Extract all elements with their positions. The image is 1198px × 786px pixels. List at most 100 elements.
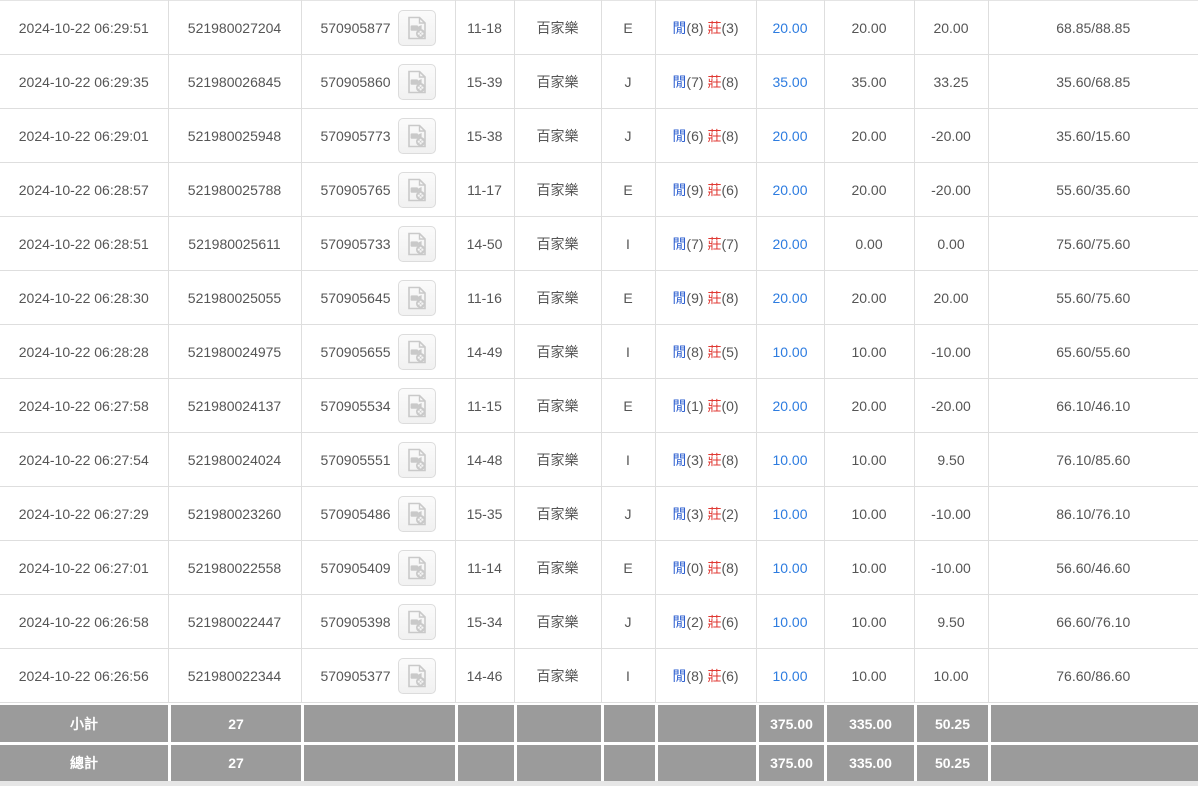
game-name-cell: 百家樂 — [513, 594, 602, 649]
bet-row: 2024-10-22 06:29:51 521980027204 5709058… — [0, 0, 1198, 55]
game-name-cell: 百家樂 — [513, 108, 602, 163]
video-replay-button[interactable] — [397, 63, 436, 100]
video-replay-button[interactable] — [397, 279, 436, 316]
round-cell: 11-16 — [454, 270, 515, 325]
result-cell: 閒(2) 莊(6) — [654, 594, 757, 649]
player-score: (8) — [686, 667, 704, 684]
winloss-cell: 0.00 — [913, 216, 989, 271]
round-cell: 14-48 — [454, 432, 515, 487]
bet-amount-link[interactable]: 10.00 — [772, 559, 808, 576]
player-result-label: 閒 — [672, 343, 687, 360]
video-replay-button[interactable] — [397, 333, 436, 370]
game-number-cell: 570905655 — [300, 324, 456, 379]
valid-bet-cell: 10.00 — [823, 432, 915, 487]
bet-row: 2024-10-22 06:28:57 521980025788 5709057… — [0, 162, 1198, 217]
bet-amount-link[interactable]: 35.00 — [772, 73, 808, 90]
bet-time-cell: 2024-10-22 06:29:01 — [0, 108, 169, 163]
game-number-cell: 570905551 — [300, 432, 456, 487]
game-number: 570905773 — [320, 127, 391, 144]
winloss-cell: 10.00 — [913, 648, 989, 703]
bet-amount-link[interactable]: 10.00 — [772, 451, 808, 468]
total-row: 總計 27 375.00 335.00 50.25 — [0, 742, 1198, 781]
video-replay-button[interactable] — [397, 549, 436, 586]
game-number-cell: 570905409 — [300, 540, 456, 595]
round-cell: 11-14 — [454, 540, 515, 595]
order-number-cell: 521980025948 — [167, 108, 302, 163]
bet-amount-link[interactable]: 10.00 — [772, 667, 808, 684]
bet-amount-cell: 10.00 — [755, 648, 825, 703]
video-replay-button[interactable] — [397, 387, 436, 424]
bet-time-cell: 2024-10-22 06:26:58 — [0, 594, 169, 649]
video-replay-button[interactable] — [397, 171, 436, 208]
video-replay-button[interactable] — [397, 225, 436, 262]
balance-cell: 55.60/35.60 — [987, 162, 1198, 217]
round-cell: 15-35 — [454, 486, 515, 541]
order-number-cell: 521980025055 — [167, 270, 302, 325]
bet-time-cell: 2024-10-22 06:27:54 — [0, 432, 169, 487]
bet-amount-cell: 20.00 — [755, 108, 825, 163]
bet-amount-link[interactable]: 20.00 — [772, 289, 808, 306]
bet-amount-link[interactable]: 10.00 — [772, 613, 808, 630]
round-cell: 14-50 — [454, 216, 515, 271]
order-number-cell: 521980024024 — [167, 432, 302, 487]
bet-amount-link[interactable]: 10.00 — [772, 343, 808, 360]
bet-amount-link[interactable]: 20.00 — [772, 19, 808, 36]
subtotal-winloss: 50.25 — [914, 703, 988, 742]
round-cell: 11-18 — [454, 0, 515, 55]
player-result-label: 閒 — [672, 451, 687, 468]
video-file-icon — [407, 16, 426, 39]
video-file-icon — [407, 340, 426, 363]
video-replay-button[interactable] — [397, 441, 436, 478]
order-number-cell: 521980027204 — [167, 0, 302, 55]
player-score: (9) — [686, 289, 704, 306]
balance-cell: 75.60/75.60 — [987, 216, 1198, 271]
game-name-cell: 百家樂 — [513, 486, 602, 541]
video-file-icon — [407, 178, 426, 201]
banker-result-label: 莊 — [707, 667, 722, 684]
video-replay-button[interactable] — [397, 9, 436, 46]
subtotal-empty-cell — [601, 703, 655, 742]
bet-time-cell: 2024-10-22 06:27:58 — [0, 378, 169, 433]
winloss-cell: -10.00 — [913, 324, 989, 379]
player-score: (3) — [686, 451, 704, 468]
game-name-cell: 百家樂 — [513, 54, 602, 109]
game-name-cell: 百家樂 — [513, 648, 602, 703]
banker-result-label: 莊 — [707, 613, 722, 630]
round-cell: 15-38 — [454, 108, 515, 163]
bet-amount-link[interactable]: 20.00 — [772, 397, 808, 414]
video-file-icon — [407, 502, 426, 525]
video-replay-button[interactable] — [397, 117, 436, 154]
game-number: 570905877 — [320, 19, 391, 36]
round-cell: 15-39 — [454, 54, 515, 109]
subtotal-row: 小計 27 375.00 335.00 50.25 — [0, 703, 1198, 742]
video-file-icon — [407, 124, 426, 147]
video-replay-button[interactable] — [397, 603, 436, 640]
video-replay-button[interactable] — [397, 495, 436, 532]
result-cell: 閒(3) 莊(8) — [654, 432, 757, 487]
banker-score: (0) — [721, 397, 739, 414]
game-number: 570905645 — [320, 289, 391, 306]
total-label: 總計 — [0, 742, 168, 781]
result-cell: 閒(9) 莊(6) — [654, 162, 757, 217]
table-letter-cell: J — [600, 594, 656, 649]
bet-amount-link[interactable]: 20.00 — [772, 181, 808, 198]
game-number-cell: 570905645 — [300, 270, 456, 325]
bet-amount-cell: 20.00 — [755, 270, 825, 325]
game-number-cell: 570905733 — [300, 216, 456, 271]
banker-score: (3) — [721, 19, 739, 36]
result-cell: 閒(8) 莊(5) — [654, 324, 757, 379]
total-count: 27 — [168, 742, 301, 781]
bet-amount-link[interactable]: 20.00 — [772, 127, 808, 144]
winloss-cell: 20.00 — [913, 0, 989, 55]
player-score: (8) — [686, 19, 704, 36]
game-number: 570905765 — [320, 181, 391, 198]
bet-amount-link[interactable]: 10.00 — [772, 505, 808, 522]
video-file-icon — [407, 610, 426, 633]
video-replay-button[interactable] — [397, 657, 436, 694]
subtotal-bet: 375.00 — [756, 703, 824, 742]
player-score: (6) — [686, 127, 704, 144]
bet-amount-link[interactable]: 20.00 — [772, 235, 808, 252]
player-result-label: 閒 — [672, 181, 687, 198]
game-number-cell: 570905534 — [300, 378, 456, 433]
game-number-cell: 570905765 — [300, 162, 456, 217]
